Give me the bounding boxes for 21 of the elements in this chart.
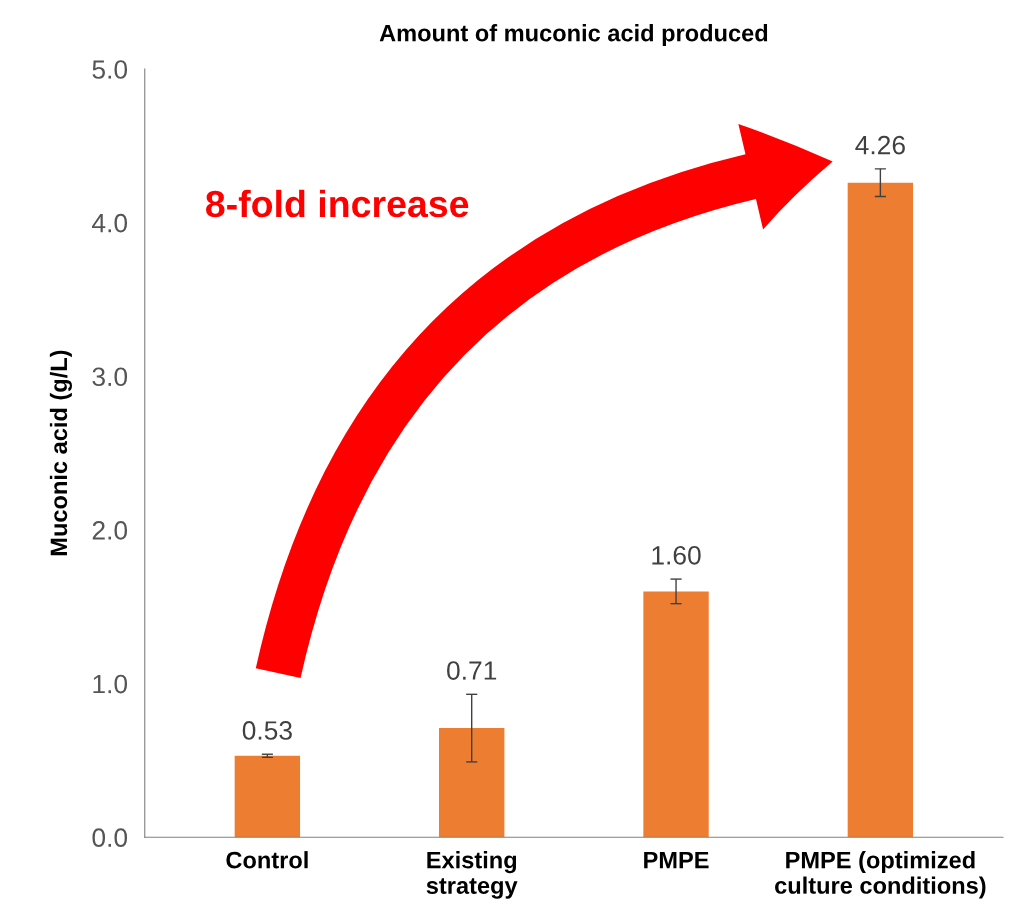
bar bbox=[234, 755, 301, 838]
data-label: 0.53 bbox=[242, 721, 292, 740]
x-tick-label: PMPE bbox=[644, 851, 709, 869]
annotation: 8-fold increase bbox=[206, 189, 469, 218]
y-tick-label: 0.0 bbox=[92, 828, 128, 848]
y-tick-label: 4.0 bbox=[92, 213, 128, 233]
chart-title: Amount of muconic acid produced bbox=[379, 24, 768, 47]
bar bbox=[847, 182, 914, 838]
data-label: 0.71 bbox=[447, 661, 497, 680]
y-axis-title: Muconic acid (g/L) bbox=[49, 350, 72, 556]
x-tick-label: PMPE (optimized culture conditions) bbox=[775, 851, 986, 899]
x-tick-label: Existing strategy bbox=[426, 851, 518, 899]
x-tick-label: Control bbox=[226, 851, 308, 869]
y-tick-label: 1.0 bbox=[93, 674, 128, 694]
bar bbox=[643, 591, 709, 838]
y-tick-label: 5.0 bbox=[92, 60, 128, 79]
y-tick-label: 2.0 bbox=[92, 521, 128, 540]
data-label: 1.60 bbox=[652, 545, 701, 565]
bar bbox=[439, 728, 505, 838]
y-tick-label: 3.0 bbox=[92, 367, 128, 387]
data-label: 4.26 bbox=[855, 135, 905, 155]
